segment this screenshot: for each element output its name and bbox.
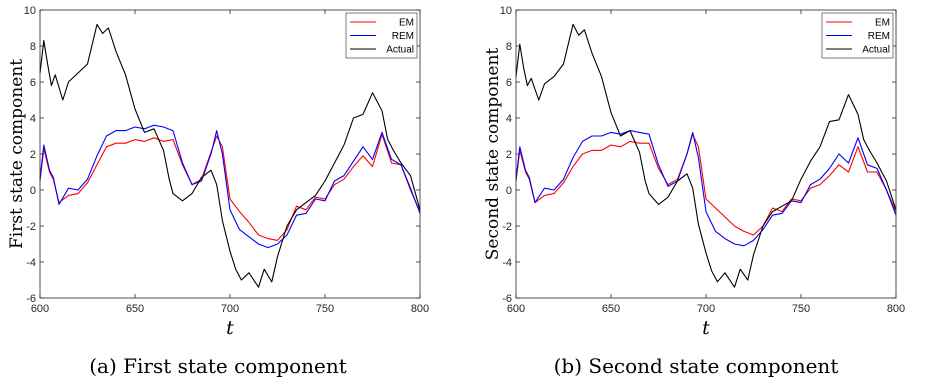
y-tick-label: 6	[506, 77, 512, 89]
y-tick-label: 8	[506, 41, 512, 53]
series-line-rem	[39, 124, 421, 249]
legend-label-em: EM	[875, 18, 890, 29]
legend: EM REM Actual	[821, 12, 894, 59]
y-tick-label: -2	[502, 221, 512, 233]
series-line-em	[515, 133, 897, 236]
y-tick-label: -4	[26, 257, 36, 269]
y-tick-label: 0	[30, 185, 36, 197]
y-tick-label: 4	[506, 113, 512, 125]
x-axis-label: t	[226, 317, 234, 339]
figure-panel-b: 600 650 700 750 800 -6 -4 -2 0 2 4 6 8 10 t Second stat…	[476, 0, 951, 388]
legend-label-actual: Actual	[862, 45, 890, 56]
y-axis-label: Second state component	[483, 48, 503, 261]
y-tick-label: 2	[506, 149, 512, 161]
x-tick-label: 700	[221, 303, 239, 315]
x-tick-label: 800	[411, 303, 429, 315]
legend: EM REM Actual	[345, 12, 418, 59]
x-axis-label: t	[702, 317, 710, 339]
y-tick-label: 6	[30, 77, 36, 89]
y-tick-label: 8	[30, 41, 36, 53]
y-tick-label: 10	[24, 5, 36, 17]
y-tick-label: 0	[506, 185, 512, 197]
legend-label-rem: REM	[868, 31, 890, 42]
x-tick-label: 800	[887, 303, 905, 315]
x-tick-label: 650	[602, 303, 620, 315]
y-tick-label: -6	[502, 293, 512, 305]
y-tick-label: 4	[30, 113, 36, 125]
y-tick-label: -6	[26, 293, 36, 305]
x-tick-label: 750	[792, 303, 810, 315]
figure-panel-a: 600 650 700 750 800 -6 -4 -2 0 2 4 6 8 10 t First state…	[0, 0, 475, 388]
y-tick-label: -2	[26, 221, 36, 233]
series-line-actual	[515, 23, 897, 288]
series-line-actual	[39, 23, 421, 288]
x-tick-label: 600	[31, 303, 49, 315]
chart-second-state-component: 600 650 700 750 800 -6 -4 -2 0 2 4 6 8 10 t Second stat…	[483, 5, 905, 339]
x-tick-label: 650	[126, 303, 144, 315]
caption-b: (b) Second state component	[553, 354, 839, 378]
x-tick-label: 700	[697, 303, 715, 315]
legend-label-actual: Actual	[386, 45, 414, 56]
y-tick-label: -4	[502, 257, 512, 269]
series-line-rem	[515, 130, 897, 247]
legend-label-rem: REM	[392, 31, 414, 42]
caption-a: (a) First state component	[89, 354, 347, 378]
y-tick-label: 10	[500, 5, 512, 17]
chart-first-state-component: 600 650 700 750 800 -6 -4 -2 0 2 4 6 8 10 t First state…	[7, 5, 429, 339]
x-tick-label: 600	[507, 303, 525, 315]
x-tick-label: 750	[316, 303, 334, 315]
y-tick-label: 2	[30, 149, 36, 161]
y-axis-label: First state component	[7, 59, 27, 249]
legend-label-em: EM	[399, 18, 414, 29]
